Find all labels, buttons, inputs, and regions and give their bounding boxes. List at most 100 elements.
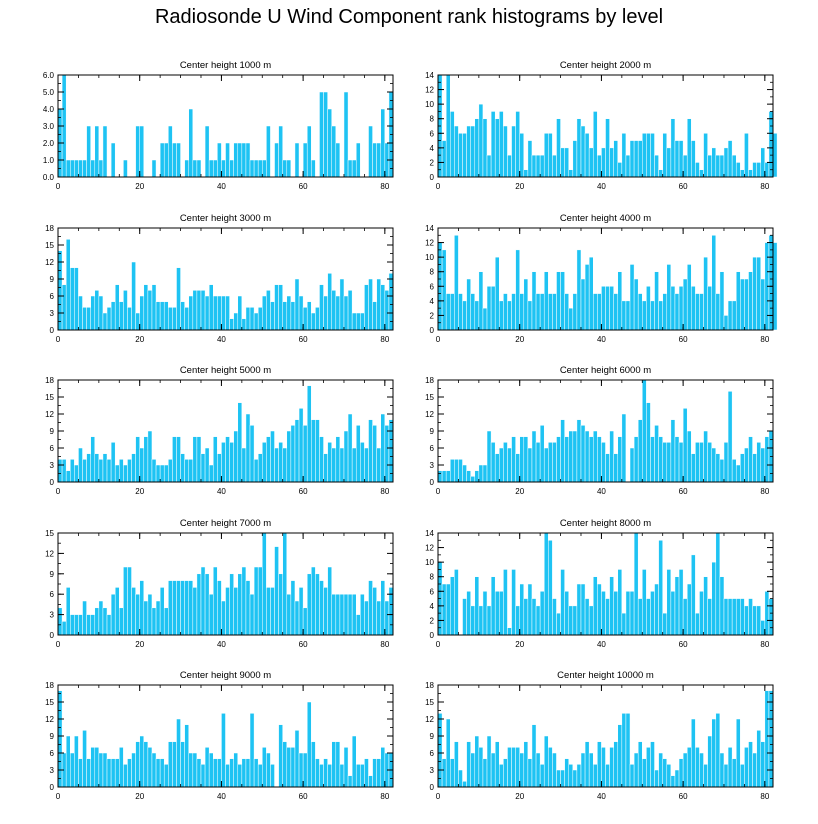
histogram-bar	[233, 142, 239, 178]
histogram-bar	[172, 142, 177, 178]
histogram-bar	[225, 587, 230, 636]
histogram-bar	[437, 713, 443, 788]
x-tick-label: 20	[135, 640, 144, 649]
histogram-bar	[507, 747, 512, 788]
histogram-bar	[764, 690, 770, 788]
histogram-bar	[744, 605, 749, 636]
y-tick-label: 12	[425, 86, 434, 95]
histogram-bar	[719, 459, 725, 483]
histogram-bar	[172, 741, 177, 788]
histogram-bar	[143, 741, 149, 788]
x-tick-label: 0	[56, 792, 61, 801]
histogram-bar	[621, 713, 627, 788]
histogram-bar	[584, 430, 590, 483]
x-tick-label: 20	[515, 487, 524, 496]
histogram-bar	[507, 154, 512, 178]
histogram-bar	[266, 125, 271, 178]
histogram-bar	[707, 735, 712, 788]
histogram-bar	[715, 154, 721, 178]
y-tick-label: 9	[430, 732, 435, 741]
histogram-bar	[670, 775, 676, 788]
histogram-bar	[364, 447, 369, 483]
histogram-bar	[499, 591, 504, 636]
histogram-bar	[511, 436, 516, 483]
histogram-bar	[82, 600, 87, 636]
histogram-bar	[548, 133, 553, 178]
histogram-bar	[94, 125, 100, 178]
histogram-bar	[135, 125, 140, 178]
panel-title: Center height 4000 m	[560, 213, 651, 224]
histogram-bar	[490, 576, 496, 636]
histogram-bar	[98, 159, 104, 178]
panel-5: Center height 5000 m 0 20 40 60 80 0 3 6 9 12 15 18	[45, 365, 394, 496]
histogram-bar	[470, 605, 476, 636]
x-tick-label: 40	[217, 335, 226, 344]
histogram-bar	[711, 718, 717, 788]
histogram-bar	[552, 598, 557, 636]
histogram-bar	[123, 159, 128, 178]
histogram-bar	[764, 591, 770, 636]
histogram-bar	[61, 284, 67, 331]
histogram-bar	[605, 286, 610, 331]
histogram-bar	[245, 307, 251, 331]
histogram-bar	[670, 419, 676, 483]
histogram-bar	[756, 442, 761, 483]
histogram-bar	[237, 295, 243, 331]
histogram-bar	[331, 447, 337, 483]
histogram-bar	[756, 730, 761, 788]
histogram-bar	[564, 758, 569, 788]
histogram-bar	[760, 147, 766, 178]
histogram-bar	[339, 278, 345, 331]
histogram-bar	[331, 125, 337, 178]
histogram-bar	[650, 436, 655, 483]
histogram-bar	[539, 154, 545, 178]
histogram-bar	[760, 447, 766, 483]
histogram-bar	[458, 293, 463, 331]
histogram-bar	[123, 290, 128, 331]
y-tick-label: 14	[425, 529, 434, 538]
histogram-bar	[752, 162, 757, 178]
histogram-bar	[666, 764, 672, 788]
histogram-bar	[233, 587, 239, 636]
histogram-bar	[699, 293, 704, 331]
histogram-bar	[482, 307, 488, 331]
histogram-bar	[548, 293, 553, 331]
histogram-bar	[266, 290, 271, 331]
histogram-bar	[719, 576, 725, 636]
histogram-bar	[229, 442, 234, 483]
y-tick-label: 6	[430, 587, 435, 596]
histogram-bar	[490, 111, 496, 178]
y-tick-label: 3	[50, 611, 55, 620]
histogram-bar	[290, 747, 296, 788]
histogram-bar	[515, 111, 520, 178]
histogram-bar	[151, 607, 157, 636]
histogram-bar	[617, 436, 623, 483]
histogram-bar	[229, 573, 234, 636]
histogram-bar	[511, 747, 516, 788]
x-tick-label: 0	[436, 335, 441, 344]
histogram-bar	[139, 295, 145, 331]
histogram-bar	[519, 436, 525, 483]
histogram-bar	[760, 741, 766, 788]
histogram-bar	[699, 169, 704, 178]
histogram-bar	[646, 402, 651, 483]
y-tick-label: 6	[50, 590, 55, 599]
histogram-bar	[184, 159, 189, 178]
histogram-bar	[343, 593, 349, 636]
y-tick-label: 0.0	[43, 173, 55, 182]
histogram-bar	[637, 140, 643, 178]
histogram-bar	[159, 301, 165, 331]
histogram-bar	[450, 111, 455, 178]
histogram-bar	[196, 758, 202, 788]
y-tick-label: 4.0	[43, 105, 55, 114]
histogram-bar	[466, 125, 471, 178]
histogram-bar	[266, 436, 271, 483]
histogram-bar	[556, 769, 561, 788]
histogram-bar	[572, 769, 578, 788]
histogram-bar	[748, 598, 753, 636]
histogram-bar	[494, 453, 500, 483]
y-tick-label: 12	[425, 410, 434, 419]
histogram-bar	[621, 413, 627, 483]
histogram-bar	[384, 425, 390, 483]
x-tick-label: 40	[597, 792, 606, 801]
